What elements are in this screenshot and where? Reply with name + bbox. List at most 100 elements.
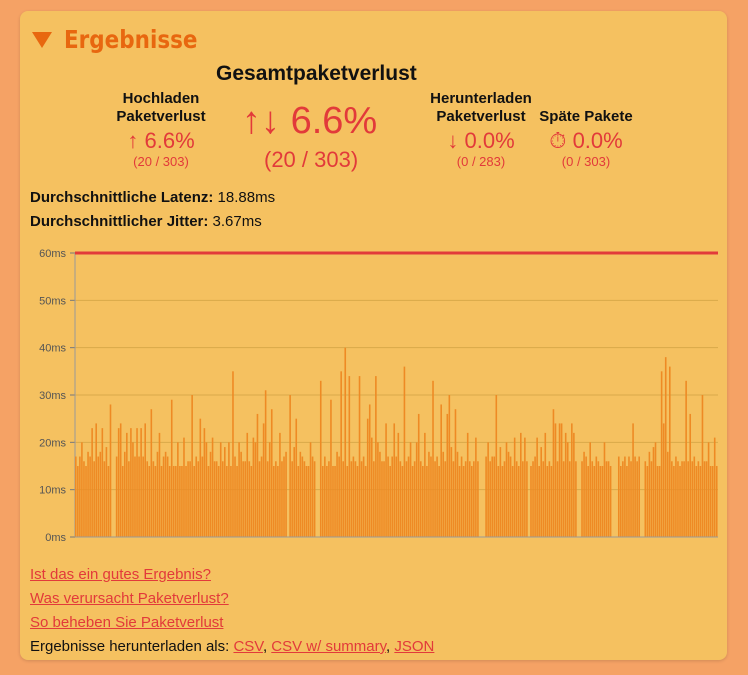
latency-bar: [693, 456, 696, 537]
latency-bar: [389, 466, 391, 537]
latency-bar: [356, 466, 359, 537]
latency-bar: [352, 456, 355, 537]
latency-bar: [687, 461, 689, 537]
latency-bar: [387, 456, 389, 537]
latency-bar: [260, 456, 263, 537]
latency-bar: [179, 466, 181, 537]
latency-bar: [221, 461, 224, 537]
latency-bar: [475, 437, 477, 537]
latency-bar: [489, 461, 491, 537]
latency-bar: [344, 347, 347, 537]
latency-bar: [246, 432, 249, 537]
latency-bar: [248, 461, 251, 537]
latency-bar: [293, 447, 296, 537]
jitter-value: 3.67ms: [212, 213, 262, 230]
latency-bar: [587, 466, 589, 537]
latency-bar: [624, 456, 626, 537]
latency-bar: [109, 404, 112, 537]
fix-loss-link[interactable]: So beheben Sie Paketverlust: [30, 614, 224, 631]
latency-bar: [197, 461, 200, 537]
latency-bar: [583, 451, 585, 537]
latency-bar: [589, 442, 591, 537]
latency-bar: [436, 456, 438, 537]
latency-bar: [328, 461, 330, 537]
latency-bar: [409, 442, 412, 537]
latency-bar: [385, 423, 387, 537]
latency-bar: [313, 461, 316, 537]
late-counts: (0 / 303): [561, 154, 611, 169]
latency-bar: [244, 461, 247, 537]
latency-bar: [370, 437, 373, 537]
latency-line: Durchschnittliche Latenz: 18.88ms: [30, 189, 275, 206]
latency-bar: [262, 423, 265, 537]
latency-bar: [238, 442, 240, 537]
latency-bar: [450, 447, 453, 537]
latency-bar: [330, 399, 332, 537]
latency-bar: [297, 466, 300, 537]
loss-cause-link[interactable]: Was verursacht Paketverlust?: [30, 590, 229, 607]
latency-bar: [524, 437, 526, 537]
latency-bar: [326, 466, 328, 537]
y-tick-label: 50ms: [39, 295, 66, 307]
latency-bar: [520, 432, 522, 537]
latency-bar: [95, 423, 97, 537]
csv-link[interactable]: CSV: [233, 638, 263, 655]
latency-bar: [393, 423, 396, 537]
latency-bar: [677, 461, 679, 537]
help-links: Ist das ein gutes Ergebnis? Was verursac…: [30, 563, 434, 659]
latency-bar: [299, 451, 302, 537]
csv-summary-link[interactable]: CSV w/ summary: [271, 638, 387, 655]
latency-bar: [77, 466, 79, 537]
latency-bar: [209, 451, 212, 537]
latency-bar: [544, 432, 547, 537]
latency-bar: [264, 390, 267, 537]
latency-bar: [546, 466, 549, 537]
latency-bar: [379, 451, 381, 537]
latency-bar: [368, 404, 371, 537]
latency-bar: [607, 461, 610, 537]
latency-bar: [332, 466, 334, 537]
results-header-toggle[interactable]: Ergebnisse: [32, 25, 219, 54]
latency-bar: [511, 466, 514, 537]
latency-bar: [560, 423, 563, 537]
latency-bar: [128, 461, 130, 537]
total-loss-title: Gesamtpaketverlust: [216, 62, 417, 85]
latency-bar: [438, 466, 440, 537]
latency-bar: [185, 466, 187, 537]
json-link[interactable]: JSON: [394, 638, 435, 655]
latency-bar: [505, 442, 508, 537]
latency-bar: [207, 466, 210, 537]
latency-bar: [130, 428, 132, 537]
latency-bar: [397, 432, 400, 537]
latency-bar: [597, 461, 600, 537]
latency-bar: [252, 437, 255, 537]
latency-bar: [224, 447, 226, 537]
latency-bar: [432, 380, 434, 537]
latency-bar: [309, 442, 312, 537]
latency-bar: [189, 461, 191, 537]
latency-bar: [172, 466, 175, 537]
latency-bar: [422, 466, 424, 537]
latency-bar: [213, 461, 216, 537]
latency-bar: [258, 461, 261, 537]
upload-loss-stat: Hochladen Paketverlust ↑ 6.6% (20 / 303): [96, 90, 226, 170]
collapse-triangle-icon: [32, 31, 52, 48]
latency-bar: [715, 466, 718, 537]
latency-bar: [219, 442, 222, 537]
download-prefix: Ergebnisse herunterladen als:: [30, 638, 230, 655]
latency-bar: [585, 456, 587, 537]
latency-bar: [517, 466, 520, 537]
latency-bar: [673, 466, 675, 537]
latency-bar: [285, 451, 287, 537]
latency-bar: [101, 428, 104, 537]
latency-bar: [144, 423, 146, 537]
latency-bar: [148, 466, 151, 537]
download-value-row: ↓ 0.0%: [416, 128, 546, 154]
latency-bar: [366, 418, 369, 537]
latency-bar: [250, 466, 253, 537]
latency-bar: [417, 413, 420, 537]
upload-arrow-icon: ↑: [127, 128, 139, 153]
latency-bar: [664, 357, 667, 537]
latency-bar: [334, 466, 336, 537]
good-result-link[interactable]: Ist das ein gutes Ergebnis?: [30, 566, 211, 583]
